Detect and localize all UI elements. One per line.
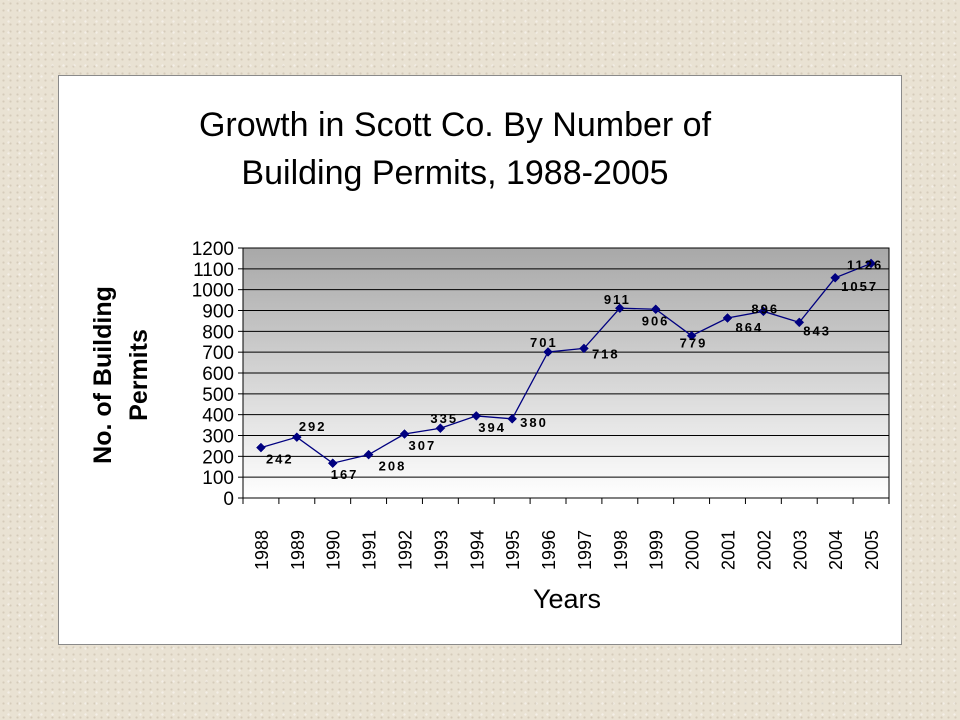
x-tick-label: 1995 — [503, 530, 523, 570]
y-tick-label: 300 — [202, 427, 234, 448]
data-label: 167 — [331, 467, 359, 482]
x-tick-label: 1991 — [360, 530, 380, 570]
data-point-marker — [435, 423, 446, 434]
data-point-marker — [363, 449, 374, 460]
y-tick-label: 700 — [202, 343, 234, 364]
y-tick-label: 900 — [202, 302, 234, 323]
x-tick-label: 1997 — [575, 530, 595, 570]
data-label: 864 — [736, 320, 764, 335]
y-tick-label: 0 — [223, 489, 234, 510]
data-point-marker — [579, 343, 589, 354]
x-tick-label: 1993 — [431, 530, 451, 570]
x-tick-label: 1992 — [396, 530, 416, 570]
x-tick-label: 1999 — [647, 530, 667, 570]
y-axis-title-line-1: No. of Building — [89, 286, 117, 464]
data-label: 335 — [430, 411, 458, 426]
series-line — [260, 262, 872, 464]
data-point-marker — [830, 272, 841, 283]
data-label: 896 — [751, 301, 779, 316]
data-point-marker — [507, 413, 518, 424]
data-label: 242 — [266, 452, 294, 467]
y-tick-label: 1200 — [192, 239, 234, 260]
data-point-marker — [614, 303, 625, 314]
x-tick-label: 1994 — [467, 530, 487, 570]
data-label: 208 — [379, 459, 407, 474]
x-axis-title: Years — [533, 584, 601, 614]
data-label: 1126 — [847, 257, 883, 272]
data-point-marker — [794, 317, 805, 328]
line-chart: Growth in Scott Co. By Number of Buildin… — [89, 106, 890, 614]
x-tick-label: 2005 — [862, 530, 882, 570]
y-tick-label: 800 — [202, 322, 234, 343]
data-label: 394 — [478, 420, 506, 435]
series-permits — [256, 258, 876, 469]
y-tick-label: 100 — [202, 468, 234, 489]
y-axis-title-line-2: Permits — [125, 329, 153, 421]
y-tick-label: 1000 — [192, 281, 234, 302]
x-tick-label: 1990 — [324, 530, 344, 570]
data-point-marker — [399, 429, 410, 439]
chart-panel: Growth in Scott Co. By Number of Buildin… — [58, 75, 902, 645]
data-label: 906 — [642, 313, 670, 328]
data-point-marker — [650, 304, 661, 315]
chart-title-line-1: Growth in Scott Co. By Number of — [199, 106, 712, 144]
data-label: 779 — [680, 336, 708, 351]
data-label: 718 — [592, 346, 620, 361]
y-tick-label: 1100 — [193, 260, 234, 281]
x-tick-label: 1988 — [252, 530, 272, 570]
data-point-marker — [758, 306, 769, 317]
data-label: 1057 — [841, 279, 878, 294]
x-tick-label: 2003 — [790, 530, 810, 570]
data-label: 911 — [604, 292, 631, 307]
data-point-marker — [256, 442, 266, 453]
x-tick-label: 2004 — [826, 530, 846, 570]
y-tick-label: 400 — [202, 406, 234, 427]
data-point-marker — [291, 432, 302, 443]
y-tick-label: 200 — [202, 447, 234, 468]
data-label: 701 — [530, 335, 558, 350]
chart-title-line-2: Building Permits, 1988-2005 — [241, 154, 668, 192]
y-tick-label: 600 — [202, 364, 234, 385]
data-point-marker — [543, 347, 553, 357]
data-point-marker — [866, 258, 876, 269]
axes — [242, 247, 890, 504]
data-point-marker — [722, 313, 733, 323]
data-label: 380 — [520, 415, 548, 430]
x-tick-label: 1998 — [611, 530, 631, 570]
x-tick-label: 2002 — [754, 530, 774, 570]
data-label: 843 — [803, 323, 831, 338]
x-tick-label: 1996 — [539, 530, 559, 570]
x-tick-label: 1989 — [288, 530, 308, 570]
gridlines — [238, 247, 889, 499]
data-label: 292 — [299, 419, 327, 434]
x-tick-labels: 1988 1989 1990 1991 1992 1993 1994 1995 1996 1997… — [252, 530, 882, 570]
data-point-marker — [471, 411, 482, 421]
y-tick-label: 500 — [202, 385, 234, 406]
x-tick-label: 2001 — [719, 530, 739, 570]
data-point-marker — [686, 330, 697, 341]
data-point-marker — [327, 458, 338, 469]
data-label: 307 — [409, 438, 437, 453]
x-tick-label: 2000 — [683, 530, 703, 570]
